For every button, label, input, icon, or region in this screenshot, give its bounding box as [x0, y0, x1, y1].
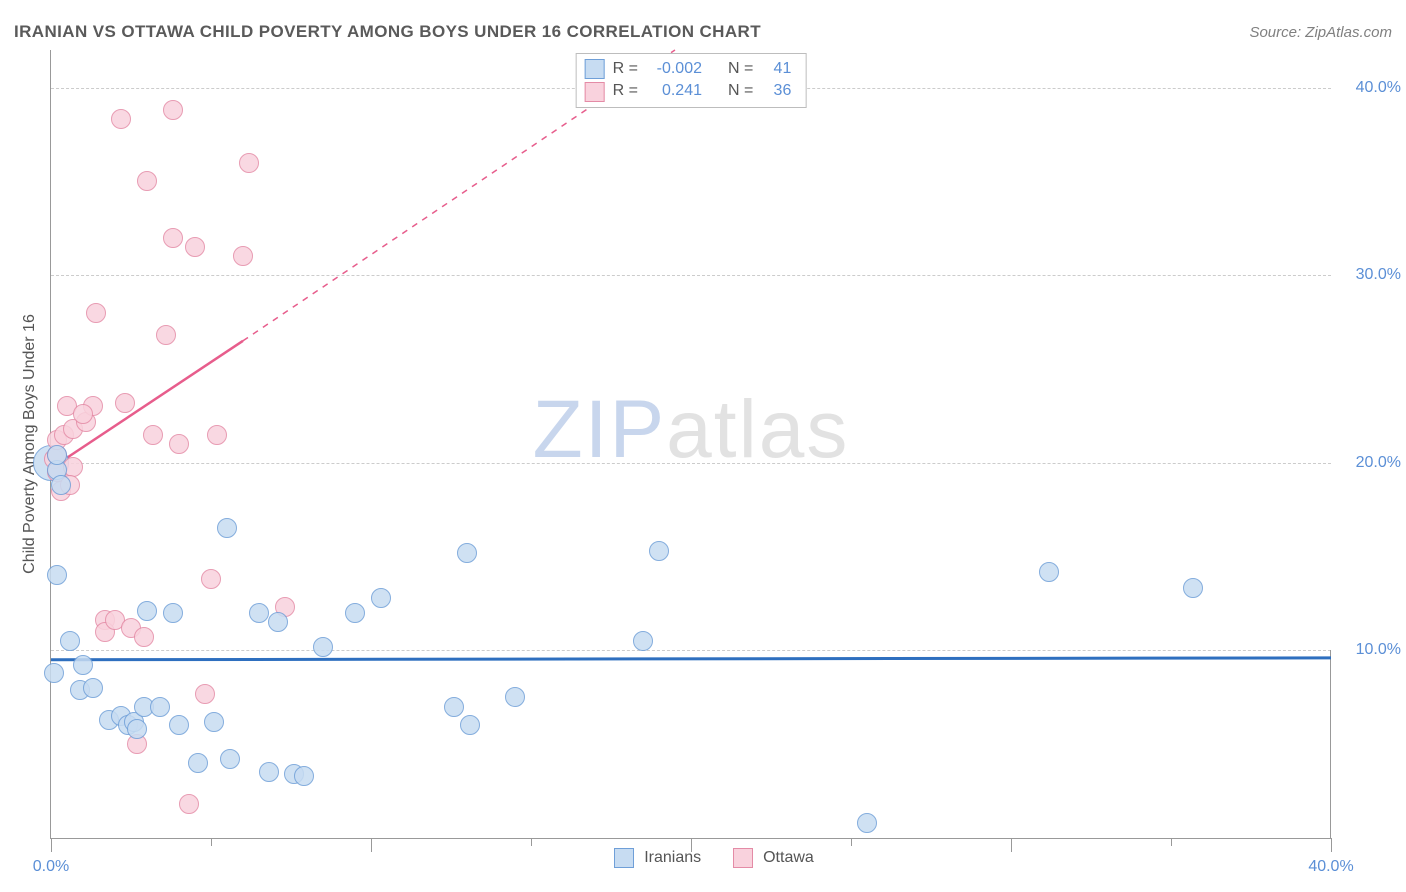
data-point — [195, 684, 215, 704]
data-point — [179, 794, 199, 814]
x-tick-label: 0.0% — [33, 858, 69, 876]
data-point — [47, 445, 67, 465]
scatter-plot: ZIPatlas 10.0%20.0%30.0%40.0%0.0%40.0%R … — [50, 50, 1331, 839]
data-point — [137, 171, 157, 191]
trend-line — [51, 658, 1331, 660]
data-point — [239, 153, 259, 173]
stats-r-label: R = — [613, 80, 638, 102]
x-tick-label: 40.0% — [1308, 858, 1353, 876]
data-point — [207, 425, 227, 445]
data-point — [150, 697, 170, 717]
data-point — [185, 237, 205, 257]
x-tick — [371, 838, 372, 852]
data-point — [60, 631, 80, 651]
data-point — [649, 541, 669, 561]
data-point — [73, 404, 93, 424]
data-point — [249, 603, 269, 623]
data-point — [444, 697, 464, 717]
data-point — [73, 655, 93, 675]
data-point — [163, 228, 183, 248]
data-point — [169, 434, 189, 454]
stats-r-value: -0.002 — [646, 58, 702, 80]
stats-legend-row: R = -0.002 N = 41 — [585, 58, 792, 80]
x-tick — [531, 838, 532, 846]
data-point — [44, 663, 64, 683]
data-point — [137, 601, 157, 621]
y-tick-label: 10.0% — [1341, 641, 1401, 659]
header: IRANIAN VS OTTAWA CHILD POVERTY AMONG BO… — [14, 22, 1392, 42]
data-point — [111, 109, 131, 129]
data-point — [156, 325, 176, 345]
data-point — [1039, 562, 1059, 582]
y-tick-label: 40.0% — [1341, 79, 1401, 97]
x-tick — [51, 838, 52, 852]
data-point — [268, 612, 288, 632]
data-point — [217, 518, 237, 538]
x-tick — [211, 838, 212, 846]
data-point — [857, 813, 877, 833]
data-point — [313, 637, 333, 657]
data-point — [220, 749, 240, 769]
data-point — [233, 246, 253, 266]
stats-n-label: N = — [728, 58, 753, 80]
data-point — [51, 475, 71, 495]
data-point — [460, 715, 480, 735]
legend-swatch — [585, 82, 605, 102]
data-point — [83, 678, 103, 698]
data-point — [47, 565, 67, 585]
data-point — [86, 303, 106, 323]
y-tick-label: 20.0% — [1341, 454, 1401, 472]
data-point — [127, 719, 147, 739]
data-point — [163, 100, 183, 120]
data-point — [201, 569, 221, 589]
stats-n-label: N = — [728, 80, 753, 102]
legend-swatch — [733, 848, 753, 868]
data-point — [457, 543, 477, 563]
data-point — [294, 766, 314, 786]
chart-title: IRANIAN VS OTTAWA CHILD POVERTY AMONG BO… — [14, 22, 761, 42]
x-tick — [851, 838, 852, 846]
data-point — [259, 762, 279, 782]
legend-label: Ottawa — [763, 849, 814, 867]
data-point — [163, 603, 183, 623]
legend-swatch — [614, 848, 634, 868]
source-citation: Source: ZipAtlas.com — [1249, 24, 1392, 41]
stats-r-value: 0.241 — [646, 80, 702, 102]
data-point — [345, 603, 365, 623]
x-tick — [1331, 838, 1332, 852]
stats-legend: R = -0.002 N = 41 R = 0.241 N = 36 — [576, 53, 807, 108]
y-axis-label: Child Poverty Among Boys Under 16 — [21, 314, 39, 574]
data-point — [169, 715, 189, 735]
data-point — [115, 393, 135, 413]
stats-r-label: R = — [613, 58, 638, 80]
data-point — [371, 588, 391, 608]
data-point — [505, 687, 525, 707]
stats-n-value: 41 — [761, 58, 791, 80]
stats-legend-row: R = 0.241 N = 36 — [585, 80, 792, 102]
data-point — [134, 627, 154, 647]
legend-swatch — [585, 59, 605, 79]
stats-n-value: 36 — [761, 80, 791, 102]
x-tick — [1171, 838, 1172, 846]
data-point — [188, 753, 208, 773]
data-point — [204, 712, 224, 732]
data-point — [143, 425, 163, 445]
x-tick — [1011, 838, 1012, 852]
series-legend: Iranians Ottawa — [614, 848, 836, 868]
data-point — [1183, 578, 1203, 598]
legend-label: Iranians — [644, 849, 701, 867]
data-point — [633, 631, 653, 651]
y-tick-label: 30.0% — [1341, 266, 1401, 284]
